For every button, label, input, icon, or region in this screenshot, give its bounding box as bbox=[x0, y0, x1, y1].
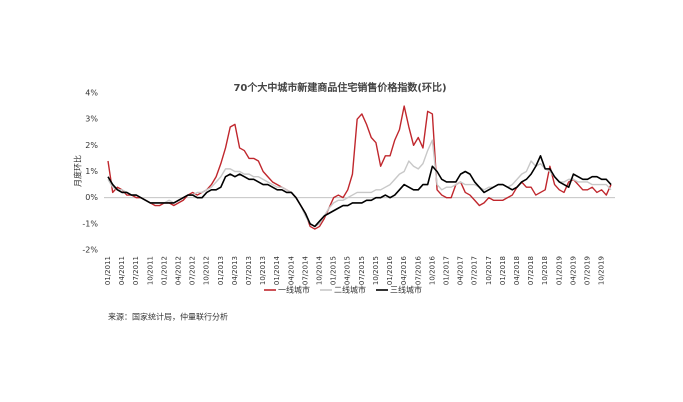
x-tick-label: 10/2017 bbox=[485, 256, 493, 285]
x-tick-label: 10/2019 bbox=[598, 256, 606, 285]
x-tick-label: 01/2017 bbox=[442, 256, 450, 285]
y-tick-label: 1% bbox=[85, 167, 98, 176]
y-tick-label: 0% bbox=[85, 193, 98, 202]
x-tick-label: 10/2014 bbox=[316, 255, 324, 285]
y-tick-label: 4% bbox=[85, 89, 98, 98]
legend-label: 二线城市 bbox=[334, 285, 366, 295]
x-tick-label: 07/2017 bbox=[471, 256, 479, 285]
x-tick-label: 04/2014 bbox=[287, 255, 295, 285]
x-tick-label: 10/2012 bbox=[203, 256, 211, 285]
x-tick-label: 07/2014 bbox=[301, 255, 309, 285]
source-note: 来源：国家统计局，仲量联行分析 bbox=[108, 312, 228, 322]
x-tick-label: 04/2012 bbox=[175, 256, 183, 285]
x-tick-label: 01/2015 bbox=[330, 256, 338, 285]
x-tick-label: 01/2012 bbox=[160, 256, 168, 285]
x-tick-label: 01/2016 bbox=[386, 255, 394, 285]
x-tick-label: 04/2016 bbox=[400, 255, 408, 285]
y-tick-label: 2% bbox=[85, 141, 98, 150]
x-tick-label: 01/2014 bbox=[273, 255, 281, 285]
x-tick-label: 10/2013 bbox=[259, 256, 267, 285]
x-tick-label: 04/2017 bbox=[457, 256, 465, 285]
x-tick-label: 07/2015 bbox=[358, 256, 366, 285]
y-tick-label: 3% bbox=[85, 115, 98, 124]
x-tick-label: 07/2018 bbox=[527, 256, 535, 285]
x-tick-label: 10/2015 bbox=[372, 256, 380, 285]
series-line bbox=[107, 155, 612, 228]
x-tick-label: 01/2018 bbox=[499, 256, 507, 285]
x-tick-label: 04/2019 bbox=[569, 256, 577, 285]
x-tick-label: 07/2011 bbox=[132, 256, 140, 285]
x-tick-label: 07/2012 bbox=[189, 256, 197, 285]
x-tick-label: 04/2013 bbox=[231, 256, 239, 285]
y-tick-label: -1% bbox=[82, 219, 98, 228]
y-tick-label: -2% bbox=[82, 246, 98, 255]
y-axis-label: 月度环比 bbox=[73, 155, 83, 187]
chart-title: 70个大中城市新建商品住宅销售价格指数(环比) bbox=[233, 81, 446, 94]
x-tick-label: 04/2015 bbox=[344, 256, 352, 285]
series-line bbox=[107, 105, 612, 230]
x-tick-label: 10/2011 bbox=[146, 256, 154, 285]
x-tick-label: 10/2018 bbox=[541, 256, 549, 285]
x-tick-label: 04/2018 bbox=[513, 256, 521, 285]
legend-label: 三线城市 bbox=[390, 285, 422, 295]
x-tick-label: 04/2011 bbox=[118, 256, 126, 285]
legend-label: 一线城市 bbox=[278, 285, 310, 295]
x-tick-label: 01/2011 bbox=[104, 256, 112, 285]
x-tick-label: 07/2013 bbox=[245, 256, 253, 285]
x-tick-label: 07/2016 bbox=[414, 255, 422, 285]
series-line bbox=[107, 139, 612, 228]
x-tick-label: 10/2016 bbox=[428, 255, 436, 285]
x-tick-label: 07/2019 bbox=[583, 256, 591, 285]
x-tick-label: 01/2019 bbox=[555, 256, 563, 285]
x-tick-label: 01/2013 bbox=[217, 256, 225, 285]
